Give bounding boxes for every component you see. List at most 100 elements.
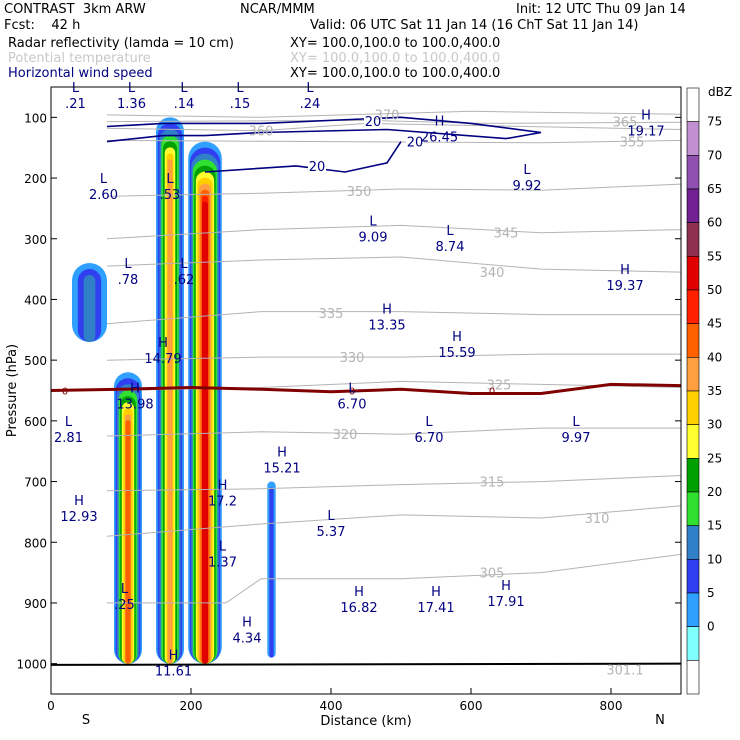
extremum-type-label: H (431, 585, 441, 600)
theta-contour-label: 310 (585, 512, 610, 527)
extremum-type-label: L (180, 257, 188, 272)
extremum-value-label: 9.92 (513, 179, 542, 194)
theta-contour (107, 553, 681, 604)
extremum-value-label: 6.70 (415, 431, 444, 446)
colorbar-swatch (686, 626, 700, 661)
theta-contour (106, 119, 681, 124)
ground-line (51, 662, 681, 666)
extremum-value-label: 19.17 (627, 124, 664, 139)
theta-contour (106, 353, 681, 361)
colorbar-tick-label: 10 (707, 552, 722, 566)
theta-contour (106, 256, 681, 273)
colorbar-tick-label: 30 (707, 418, 722, 432)
freezing-level-label: 0 (62, 387, 68, 398)
reflectivity-band (83, 275, 96, 342)
extremum-value-label: 13.98 (116, 398, 153, 413)
x-tick-label: 400 (320, 699, 343, 713)
colorbar-tick-label: 55 (707, 249, 722, 263)
extremum-value-label: 19.37 (606, 279, 643, 294)
extremum-value-label: 2.60 (89, 188, 118, 203)
wind-label-bg (406, 135, 424, 149)
x-end-label-south: S (82, 713, 90, 728)
wind-contour-label: 20 (365, 115, 382, 130)
theta-contour-label: 330 (340, 351, 365, 366)
reflectivity-band (125, 420, 131, 664)
colorbar-swatch (686, 525, 700, 560)
plot-area (51, 110, 681, 666)
extremum-value-label: 15.59 (438, 346, 475, 361)
theta-contour-label: 365 (613, 116, 638, 131)
extremum-type-label: L (236, 81, 244, 96)
extremum-type-label: L (348, 382, 356, 397)
field-wind: Horizontal wind speed (8, 66, 153, 81)
theta-contour-label: 340 (480, 266, 505, 281)
theta-contour (106, 427, 681, 437)
theta-contour-label: 305 (480, 567, 505, 582)
colorbar-tick-label: 35 (707, 384, 722, 398)
y-tick-label: 1000 (16, 658, 47, 672)
colorbar-swatch (686, 390, 700, 425)
colorbar-tick-label: 45 (707, 317, 722, 331)
field-reflectivity-xy: XY= 100.0,100.0 to 100.0,400.0 (290, 36, 501, 51)
extremum-type-label: H (452, 330, 462, 345)
valid-time: Valid: 06 UTC Sat 11 Jan 14 (16 ChT Sat … (310, 18, 639, 33)
extremum-value-label: 9.97 (562, 431, 591, 446)
theta-contour-label: 320 (333, 428, 358, 443)
extremum-type-label: H (641, 108, 651, 123)
colorbar-swatch (686, 491, 700, 526)
extremum-value-label: 13.35 (368, 319, 405, 334)
y-tick-label: 100 (24, 111, 47, 125)
forecast-hour: Fcst: 42 h (4, 18, 81, 33)
theta-contour (106, 183, 681, 197)
wind-contour-label: 20 (407, 136, 424, 151)
model-source: NCAR/MMM (240, 2, 315, 17)
x-tick-label: 600 (460, 699, 483, 713)
colorbar-swatch (686, 458, 700, 493)
theta-contour (106, 224, 681, 240)
colorbar-tick-label: 40 (707, 350, 722, 364)
extremum-type-label: L (446, 224, 454, 239)
colorbar-swatch (686, 188, 700, 223)
field-reflectivity: Radar reflectivity (lamda = 10 cm) (8, 36, 234, 51)
x-tick-label: 0 (47, 699, 55, 713)
extremum-type-label: H (382, 303, 392, 318)
y-tick-label: 700 (24, 476, 47, 490)
colorbar-swatch (686, 660, 700, 695)
extremum-value-label: 4.34 (233, 631, 262, 646)
extremum-value-label: 17.41 (417, 601, 454, 616)
extremum-value-label: 1.36 (117, 97, 146, 112)
colorbar-swatch (686, 121, 700, 156)
extremum-type-label: L (425, 415, 433, 430)
y-tick-label: 200 (24, 172, 47, 186)
extremum-value-label: 12.93 (60, 510, 97, 525)
extremum-value-label: 14.79 (144, 352, 181, 367)
extremum-type-label: H (354, 585, 364, 600)
theta-contour-label: 315 (480, 476, 505, 491)
colorbar-swatch (686, 289, 700, 324)
colorbar-tick-label: 70 (707, 148, 722, 162)
colorbar-swatch (686, 256, 700, 291)
colorbar-label: dBZ (708, 85, 732, 99)
wind-label-bg (364, 114, 382, 128)
theta-contour (106, 475, 681, 492)
extremum-type-label: H (130, 382, 140, 397)
wind-contour (106, 116, 542, 143)
extremum-value-label: 5.37 (317, 525, 346, 540)
extremum-value-label: 26.45 (421, 130, 458, 145)
colorbar-swatch (686, 323, 700, 358)
colorbar-tick-label: 20 (707, 485, 722, 499)
theta-contour-label: 350 (347, 185, 372, 200)
extremum-value-label: 11.61 (155, 665, 192, 680)
theta-contour-label: 345 (494, 227, 519, 242)
extremum-value-label: .21 (65, 97, 86, 112)
extremum-value-label: 15.21 (263, 461, 300, 476)
init-time: Init: 12 UTC Thu 09 Jan 14 (516, 2, 686, 17)
x-tick-label: 200 (180, 699, 203, 713)
field-wind-xy: XY= 100.0,100.0 to 100.0,400.0 (290, 66, 501, 81)
extremum-type-label: L (72, 81, 80, 96)
y-tick-label: 800 (24, 536, 47, 550)
extremum-type-label: H (218, 479, 228, 494)
extremum-type-label: L (369, 215, 377, 230)
theta-contour (106, 122, 681, 132)
